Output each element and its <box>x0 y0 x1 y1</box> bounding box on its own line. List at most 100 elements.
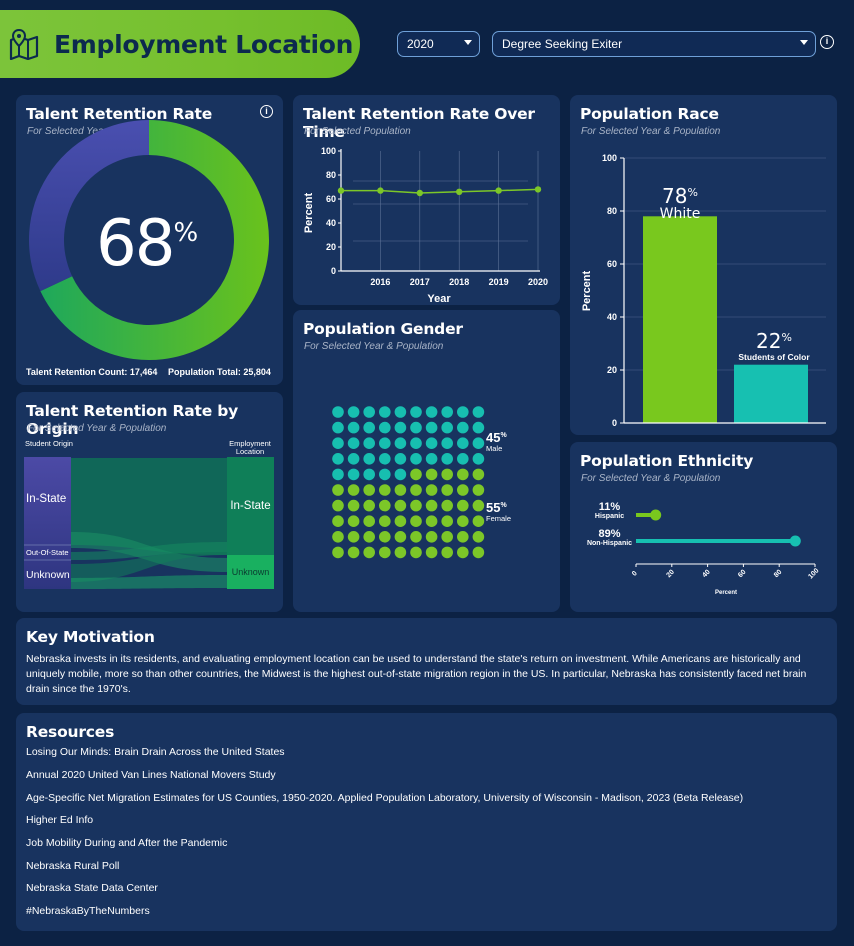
year-select[interactable]: 2020 <box>397 31 480 57</box>
x-tick-label: 40 <box>701 569 712 580</box>
female-dot <box>394 499 407 512</box>
resource-link[interactable]: Nebraska State Data Center <box>26 882 158 894</box>
race-card: Population Race For Selected Year & Popu… <box>570 95 837 435</box>
location-node-instate: In-State <box>230 500 271 512</box>
male-dot <box>472 437 485 449</box>
hispanic-label: 11% Hispanic <box>582 502 637 521</box>
motivation-card: Key Motivation Nebraska invests in its r… <box>16 618 837 705</box>
retention-count: Talent Retention Count: 17,464 <box>26 367 158 377</box>
female-dot <box>457 515 469 527</box>
male-dot <box>379 453 391 465</box>
gender-subtitle: For Selected Year & Population <box>304 341 444 352</box>
male-dot <box>347 406 360 418</box>
x-tick-label: 60 <box>737 569 748 580</box>
male-dot <box>332 453 344 465</box>
female-dot <box>457 531 469 543</box>
resource-link[interactable]: Annual 2020 United Van Lines National Mo… <box>26 769 276 781</box>
y-tick-label: 0 <box>612 418 617 428</box>
resource-link[interactable]: Losing Our Minds: Brain Drain Across the… <box>26 746 285 758</box>
retention-title: Talent Retention Rate <box>26 105 213 123</box>
female-dot <box>410 499 422 512</box>
over-time-subtitle: For Selected Population <box>304 126 411 137</box>
male-dot <box>394 437 407 449</box>
nonhispanic-pct: 89% <box>598 528 621 540</box>
sankey-diagram <box>24 457 274 589</box>
nonhispanic-label: 89% Non-Hispanic <box>578 528 641 548</box>
male-dot <box>394 468 407 481</box>
bar-students-of-color <box>734 364 808 423</box>
info-icon[interactable]: i <box>260 105 273 118</box>
lollipop-head <box>650 509 662 521</box>
white-pct: 78 <box>662 184 688 208</box>
male-dot <box>332 468 344 481</box>
female-dot <box>472 546 485 559</box>
x-tick-label: 2019 <box>489 277 509 287</box>
pct-sign: % <box>687 186 698 199</box>
x-tick-label: 2018 <box>449 277 469 287</box>
female-dot <box>441 484 453 496</box>
female-dot <box>441 531 453 543</box>
male-dot <box>425 453 438 465</box>
resource-link[interactable]: Higher Ed Info <box>26 814 94 826</box>
map-pin-icon <box>9 28 39 60</box>
y-tick-label: 80 <box>326 170 336 180</box>
male-dot <box>363 437 375 449</box>
y-tick-label: 60 <box>607 259 617 269</box>
male-dot <box>457 406 469 418</box>
gender-dot-grid <box>332 406 485 559</box>
female-dot <box>332 484 344 496</box>
female-dot <box>332 499 344 512</box>
female-dot <box>457 484 469 496</box>
donut-retained-arc <box>40 120 270 360</box>
male-dot <box>332 421 344 434</box>
data-point <box>337 187 345 194</box>
male-dot <box>441 453 453 465</box>
data-point <box>534 186 542 193</box>
female-dot <box>347 484 360 496</box>
data-point <box>377 187 384 194</box>
resource-link[interactable]: Nebraska Rural Poll <box>26 860 120 872</box>
race-bar-chart: Percent 0 20 40 60 80 100 <box>581 153 826 428</box>
female-dot <box>410 546 422 559</box>
pct-sign: % <box>500 502 507 509</box>
origin-node-outofstate: Out-Of-State <box>26 548 69 557</box>
female-dot <box>347 515 360 527</box>
population-select[interactable]: Degree Seeking Exiter <box>492 31 816 57</box>
donut-other-arc <box>29 120 149 292</box>
race-title: Population Race <box>580 105 719 123</box>
population-select-value: Degree Seeking Exiter <box>502 37 623 51</box>
ethnicity-subtitle: For Selected Year & Population <box>581 473 721 484</box>
female-dot <box>472 499 485 512</box>
resource-link[interactable]: Age-Specific Net Migration Estimates for… <box>26 792 744 804</box>
female-dot <box>441 546 453 559</box>
female-dot <box>363 499 375 512</box>
info-icon[interactable]: i <box>820 35 834 49</box>
male-dot <box>425 437 438 449</box>
female-dot <box>457 546 469 559</box>
female-dot <box>441 515 453 527</box>
female-dot <box>332 515 344 527</box>
male-dot <box>394 406 407 418</box>
y-tick-label: 100 <box>321 146 336 156</box>
female-dot <box>425 484 438 496</box>
female-dot <box>441 468 453 481</box>
data-point <box>416 189 423 197</box>
chevron-down-icon <box>464 40 472 45</box>
male-dot <box>363 406 375 418</box>
female-dot <box>394 531 407 543</box>
male-dot <box>363 453 375 465</box>
female-dot <box>347 546 360 559</box>
white-name: White <box>659 206 701 222</box>
y-tick-label: 60 <box>326 194 336 204</box>
y-tick-label: 20 <box>326 242 336 252</box>
resource-link[interactable]: #NebraskaByTheNumbers <box>26 905 150 917</box>
origin-subtitle: For Selected Year & Population <box>27 423 167 434</box>
resource-link[interactable]: Job Mobility During and After the Pandem… <box>26 837 228 849</box>
bar-white <box>643 216 717 423</box>
female-name: Female <box>486 514 512 523</box>
female-dot <box>363 546 375 559</box>
male-dot <box>379 437 391 449</box>
female-dot <box>347 531 360 543</box>
male-name: Male <box>486 444 503 453</box>
chevron-down-icon <box>800 40 808 45</box>
